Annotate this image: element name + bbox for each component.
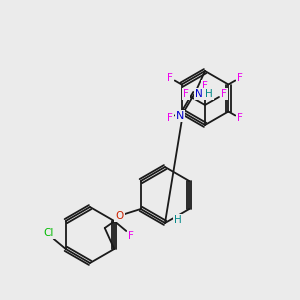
- Text: F: F: [237, 73, 243, 83]
- Text: Cl: Cl: [44, 228, 54, 238]
- Text: N: N: [176, 111, 184, 121]
- Text: N: N: [195, 89, 203, 99]
- Text: H: H: [205, 89, 213, 99]
- Text: F: F: [167, 113, 173, 123]
- Text: O: O: [116, 211, 124, 221]
- Text: H: H: [174, 215, 182, 225]
- Text: F: F: [128, 231, 134, 241]
- Text: F: F: [237, 113, 243, 123]
- Text: F: F: [202, 81, 208, 91]
- Text: F: F: [167, 73, 173, 83]
- Text: F: F: [183, 89, 189, 99]
- Text: F: F: [221, 89, 227, 99]
